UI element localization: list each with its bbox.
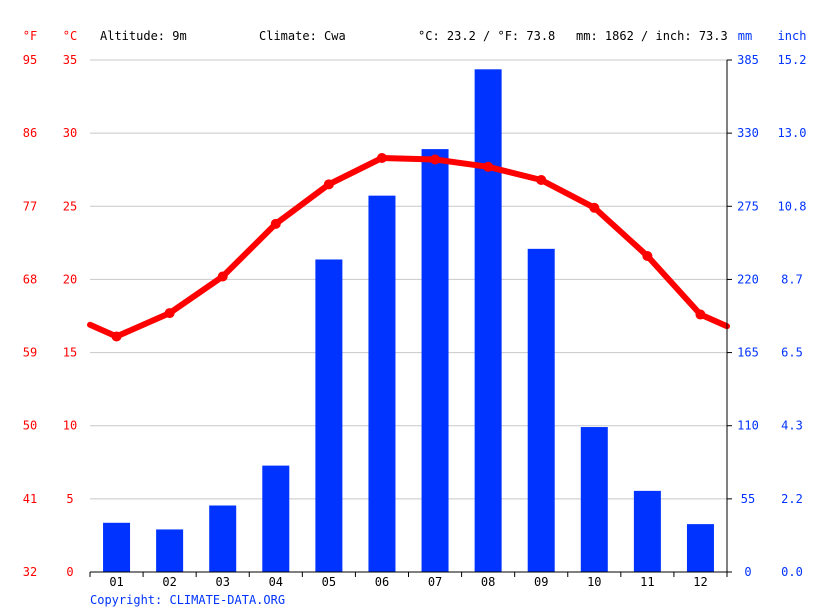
mm-tick-label: 220 bbox=[737, 272, 759, 286]
celsius-tick-label: 25 bbox=[63, 199, 77, 213]
precipitation-bar bbox=[103, 522, 131, 572]
temperature-point bbox=[589, 202, 600, 213]
precipitation-bar bbox=[474, 69, 502, 573]
month-label: 12 bbox=[693, 575, 707, 589]
month-label: 05 bbox=[322, 575, 336, 589]
celsius-tick-label: 5 bbox=[66, 492, 73, 506]
month-label: 01 bbox=[109, 575, 123, 589]
inch-tick-label: 6.5 bbox=[781, 346, 803, 360]
inch-tick-label: 2.2 bbox=[781, 492, 803, 506]
tick-labels: 32 0 0 0.041 5 55 2.250 10 110 4.359 15 165 6.568 20 2… bbox=[23, 53, 807, 589]
inch-unit-label: inch bbox=[778, 29, 807, 43]
fahrenheit-tick-label: 32 bbox=[23, 565, 37, 579]
inch-tick-label: 15.2 bbox=[778, 53, 807, 67]
axes bbox=[89, 59, 732, 577]
month-label: 07 bbox=[428, 575, 442, 589]
temperature-point bbox=[270, 218, 281, 229]
fahrenheit-unit-label: °F bbox=[23, 29, 37, 43]
inch-tick-label: 13.0 bbox=[778, 126, 807, 140]
celsius-unit-label: °C bbox=[63, 29, 77, 43]
temperature-point bbox=[323, 179, 334, 190]
month-label: 03 bbox=[215, 575, 229, 589]
fahrenheit-tick-label: 41 bbox=[23, 492, 37, 506]
precipitation-bar bbox=[156, 529, 184, 572]
precipitation-bar bbox=[580, 427, 608, 572]
month-label: 06 bbox=[375, 575, 389, 589]
precipitation-bar bbox=[368, 195, 396, 572]
precipitation-bar bbox=[686, 524, 714, 572]
temperature-point bbox=[111, 331, 122, 342]
temperature-line bbox=[87, 155, 730, 340]
precipitation-bar bbox=[209, 505, 237, 572]
celsius-tick-label: 35 bbox=[63, 53, 77, 67]
fahrenheit-tick-label: 95 bbox=[23, 53, 37, 67]
mm-unit-label: mm bbox=[738, 29, 752, 43]
fahrenheit-tick-label: 86 bbox=[23, 126, 37, 140]
precipitation-bar bbox=[315, 259, 343, 572]
mm-tick-label: 385 bbox=[737, 53, 759, 67]
celsius-tick-label: 10 bbox=[63, 419, 77, 433]
celsius-tick-label: 20 bbox=[63, 272, 77, 286]
inch-tick-label: 8.7 bbox=[781, 272, 803, 286]
mm-tick-label: 55 bbox=[741, 492, 755, 506]
month-label: 04 bbox=[269, 575, 283, 589]
celsius-tick-label: 30 bbox=[63, 126, 77, 140]
temperature-point bbox=[536, 174, 547, 185]
fahrenheit-tick-label: 59 bbox=[23, 346, 37, 360]
temperature-point bbox=[642, 251, 653, 262]
celsius-tick-label: 0 bbox=[66, 565, 73, 579]
precipitation-bar bbox=[421, 149, 449, 572]
mm-tick-label: 110 bbox=[737, 419, 759, 433]
fahrenheit-tick-label: 68 bbox=[23, 272, 37, 286]
inch-tick-label: 4.3 bbox=[781, 419, 803, 433]
precipitation-bar bbox=[633, 490, 661, 572]
month-label: 02 bbox=[162, 575, 176, 589]
temperature-average-label: °C: 23.2 / °F: 73.8 bbox=[418, 29, 555, 43]
celsius-tick-label: 15 bbox=[63, 346, 77, 360]
inch-tick-label: 0.0 bbox=[781, 565, 803, 579]
temperature-point bbox=[217, 271, 228, 282]
climate-label: Climate: Cwa bbox=[259, 29, 346, 43]
mm-tick-label: 165 bbox=[737, 346, 759, 360]
month-label: 10 bbox=[587, 575, 601, 589]
mm-tick-label: 275 bbox=[737, 199, 759, 213]
month-label: 08 bbox=[481, 575, 495, 589]
altitude-label: Altitude: 9m bbox=[100, 29, 187, 43]
temperature-point bbox=[695, 309, 706, 320]
precipitation-bars bbox=[103, 69, 714, 573]
temperature-point bbox=[483, 161, 494, 172]
month-label: 09 bbox=[534, 575, 548, 589]
precipitation-bar bbox=[262, 465, 290, 572]
gridlines bbox=[90, 59, 727, 500]
temperature-point bbox=[164, 308, 175, 319]
temperature-point bbox=[430, 154, 441, 165]
temperature-point bbox=[376, 153, 387, 164]
inch-tick-label: 10.8 bbox=[778, 199, 807, 213]
fahrenheit-tick-label: 77 bbox=[23, 199, 37, 213]
copyright-link[interactable]: Copyright: CLIMATE-DATA.ORG bbox=[90, 593, 285, 607]
precipitation-bar bbox=[527, 248, 555, 572]
mm-tick-label: 330 bbox=[737, 126, 759, 140]
temperature-line-group bbox=[87, 153, 730, 342]
mm-tick-label: 0 bbox=[744, 565, 751, 579]
fahrenheit-tick-label: 50 bbox=[23, 419, 37, 433]
precipitation-total-label: mm: 1862 / inch: 73.3 bbox=[576, 29, 728, 43]
month-label: 11 bbox=[640, 575, 654, 589]
